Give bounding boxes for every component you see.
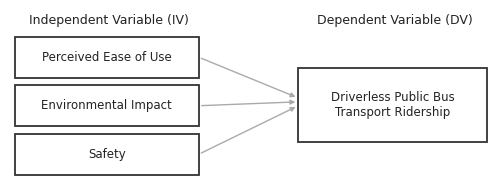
Text: Safety: Safety: [88, 148, 126, 161]
Text: Independent Variable (IV): Independent Variable (IV): [29, 14, 189, 27]
FancyBboxPatch shape: [298, 68, 487, 142]
Text: Dependent Variable (DV): Dependent Variable (DV): [317, 14, 473, 27]
FancyBboxPatch shape: [15, 37, 199, 78]
Text: Driverless Public Bus
Transport Ridership: Driverless Public Bus Transport Ridershi…: [331, 91, 454, 119]
Text: Perceived Ease of Use: Perceived Ease of Use: [42, 51, 172, 64]
FancyBboxPatch shape: [15, 85, 199, 126]
FancyBboxPatch shape: [15, 134, 199, 175]
Text: Environmental Impact: Environmental Impact: [41, 99, 172, 112]
